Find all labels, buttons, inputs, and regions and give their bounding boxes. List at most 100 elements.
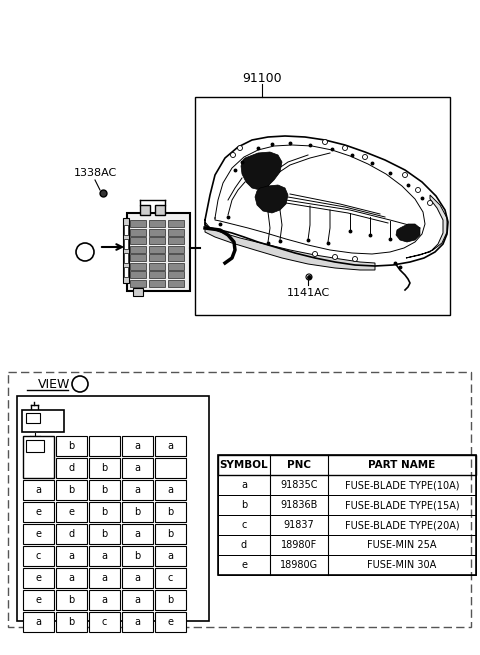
Bar <box>89 524 120 544</box>
Text: FUSE-BLADE TYPE(20A): FUSE-BLADE TYPE(20A) <box>345 520 459 530</box>
Bar <box>218 515 476 535</box>
Text: A: A <box>82 247 89 257</box>
Bar <box>89 458 120 478</box>
Text: a: a <box>134 595 141 605</box>
Bar <box>130 237 146 244</box>
Text: c: c <box>102 617 107 627</box>
Bar <box>130 220 146 227</box>
Polygon shape <box>406 195 447 258</box>
Bar <box>218 555 476 575</box>
Bar <box>56 612 87 632</box>
Bar <box>168 254 184 261</box>
Bar <box>122 612 153 632</box>
Text: b: b <box>134 551 141 561</box>
Bar <box>89 612 120 632</box>
Bar <box>218 495 476 515</box>
Text: c: c <box>36 551 41 561</box>
Circle shape <box>362 155 368 160</box>
Bar <box>23 524 54 544</box>
Text: a: a <box>168 485 173 495</box>
Text: b: b <box>68 595 74 605</box>
Bar <box>23 612 54 632</box>
Bar <box>56 480 87 500</box>
Bar <box>155 546 186 566</box>
Bar <box>56 568 87 588</box>
Bar <box>23 436 54 478</box>
Text: a: a <box>241 480 247 490</box>
Bar <box>130 280 146 286</box>
Text: a: a <box>69 551 74 561</box>
Text: c: c <box>168 573 173 583</box>
Text: 91100: 91100 <box>242 71 282 84</box>
Bar <box>26 440 44 452</box>
Bar <box>89 568 120 588</box>
Bar <box>124 253 128 263</box>
Bar <box>56 436 87 456</box>
Bar <box>168 271 184 278</box>
Bar <box>23 590 54 610</box>
Bar <box>130 263 146 269</box>
Bar <box>23 546 54 566</box>
Text: a: a <box>36 485 41 495</box>
Bar <box>149 229 165 236</box>
Text: b: b <box>168 529 174 539</box>
Text: b: b <box>241 500 247 510</box>
Bar <box>23 502 54 522</box>
Text: e: e <box>36 595 41 605</box>
Bar <box>168 237 184 244</box>
Bar <box>168 229 184 236</box>
Bar <box>149 246 165 252</box>
Text: 91836B: 91836B <box>280 500 318 510</box>
Text: d: d <box>69 463 74 473</box>
Bar <box>89 502 120 522</box>
Bar <box>122 568 153 588</box>
Text: 18980G: 18980G <box>280 560 318 570</box>
Text: FUSE-BLADE TYPE(10A): FUSE-BLADE TYPE(10A) <box>345 480 459 490</box>
Text: e: e <box>241 560 247 570</box>
Bar <box>155 436 186 456</box>
Bar <box>122 590 153 610</box>
Text: b: b <box>134 507 141 517</box>
Bar <box>218 455 476 575</box>
Text: 91835C: 91835C <box>280 480 318 490</box>
Text: a: a <box>168 551 173 561</box>
Text: b: b <box>68 617 74 627</box>
Bar <box>218 475 476 495</box>
Bar <box>218 455 476 475</box>
Bar <box>155 590 186 610</box>
Bar <box>124 267 128 277</box>
Bar <box>56 458 87 478</box>
Text: FUSE-BLADE TYPE(15A): FUSE-BLADE TYPE(15A) <box>345 500 459 510</box>
Bar <box>149 254 165 261</box>
Text: b: b <box>101 507 108 517</box>
Circle shape <box>416 187 420 193</box>
Bar <box>133 288 143 296</box>
Bar <box>195 97 450 315</box>
Text: a: a <box>101 551 108 561</box>
Text: a: a <box>134 573 141 583</box>
Circle shape <box>403 172 408 178</box>
Text: a: a <box>134 441 141 451</box>
Text: d: d <box>241 540 247 550</box>
Bar <box>89 480 120 500</box>
Circle shape <box>238 145 242 151</box>
Bar <box>149 220 165 227</box>
Text: e: e <box>36 573 41 583</box>
Bar <box>155 568 186 588</box>
Text: FUSE-MIN 30A: FUSE-MIN 30A <box>367 560 437 570</box>
Text: 1141AC: 1141AC <box>287 288 330 298</box>
Text: b: b <box>168 507 174 517</box>
Text: PNC: PNC <box>287 460 311 470</box>
Circle shape <box>323 140 327 145</box>
Text: b: b <box>68 485 74 495</box>
Bar <box>122 546 153 566</box>
Bar <box>149 271 165 278</box>
Text: a: a <box>36 617 41 627</box>
Bar <box>155 205 165 215</box>
Polygon shape <box>255 185 288 213</box>
Circle shape <box>76 243 94 261</box>
Text: 18980F: 18980F <box>281 540 317 550</box>
Text: 1338AC: 1338AC <box>73 168 117 178</box>
Circle shape <box>333 255 337 259</box>
Text: e: e <box>36 529 41 539</box>
